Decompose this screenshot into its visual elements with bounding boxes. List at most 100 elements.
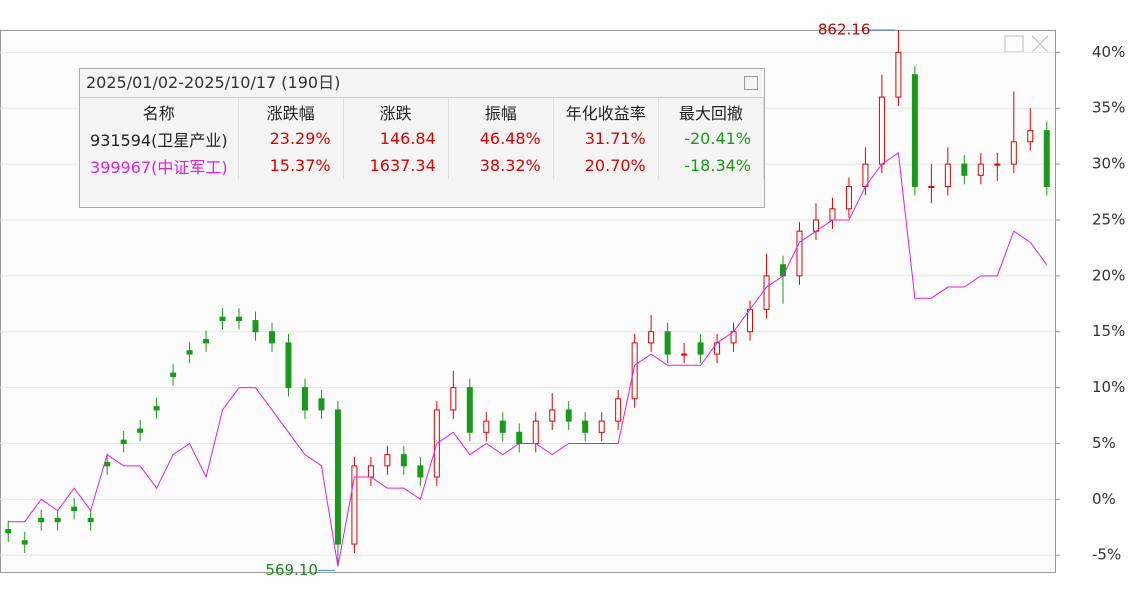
candle-body bbox=[928, 185, 935, 188]
candle-body bbox=[845, 185, 852, 210]
candle-body bbox=[417, 465, 424, 478]
cell: 146.84 bbox=[343, 125, 449, 152]
max-label: 862.16 bbox=[818, 21, 871, 39]
candle-body bbox=[499, 420, 506, 433]
candle-body bbox=[829, 208, 836, 221]
candle-body bbox=[565, 409, 572, 422]
close-icon[interactable] bbox=[1031, 35, 1049, 53]
candle-body bbox=[5, 529, 12, 534]
candle-body bbox=[285, 342, 292, 389]
candle-body bbox=[450, 387, 457, 411]
candle-body bbox=[54, 517, 61, 523]
candle-body bbox=[219, 316, 226, 322]
info-title: 2025/01/02-2025/10/17 (190日) bbox=[80, 69, 764, 98]
candle-body bbox=[87, 517, 94, 523]
candle-body bbox=[615, 398, 622, 422]
cell: 399967(中证军工) bbox=[80, 152, 239, 179]
candle-body bbox=[483, 420, 490, 433]
cell: 31.71% bbox=[553, 125, 659, 152]
candle-body bbox=[961, 163, 968, 176]
candle-body bbox=[104, 461, 111, 467]
y-tick-label: -5% bbox=[1092, 546, 1121, 564]
y-tick-label: 40% bbox=[1092, 43, 1125, 61]
candle-body bbox=[203, 339, 210, 344]
cell: -20.41% bbox=[658, 125, 765, 152]
candle-body bbox=[334, 409, 341, 545]
cell: 38.32% bbox=[448, 152, 554, 179]
compare-line bbox=[8, 152, 1048, 567]
candle-body bbox=[21, 540, 28, 545]
candle-body bbox=[236, 316, 243, 322]
candle-body bbox=[1010, 141, 1017, 165]
y-tick-label: 35% bbox=[1092, 99, 1125, 117]
candle-body bbox=[747, 308, 754, 333]
candle-body bbox=[697, 342, 704, 355]
candle-body bbox=[862, 163, 869, 187]
candle-body bbox=[796, 230, 803, 277]
cell: 涨跌 bbox=[343, 98, 449, 125]
candle-body bbox=[631, 342, 638, 400]
candle-body bbox=[153, 406, 160, 411]
cell: -18.34% bbox=[658, 152, 765, 179]
candle-body bbox=[532, 420, 539, 444]
candle-body bbox=[137, 428, 144, 433]
candle-body bbox=[763, 275, 770, 310]
candle-body bbox=[400, 454, 407, 467]
data-row: 399967(中证军工) 15.37% 1637.34 38.32% 20.70% -18… bbox=[80, 152, 765, 179]
header-row: 名称 涨跌幅 涨跌 振幅 年化收益率 最大回撤 bbox=[80, 98, 765, 125]
cell: 931594(卫星产业) bbox=[80, 125, 239, 152]
candle-body bbox=[170, 372, 177, 377]
candle-body bbox=[664, 331, 671, 355]
y-tick-label: 5% bbox=[1092, 434, 1116, 452]
candle-body bbox=[1043, 130, 1050, 187]
candle-body bbox=[878, 96, 885, 165]
cell: 15.37% bbox=[238, 152, 344, 179]
candle-body bbox=[38, 517, 45, 523]
cell: 名称 bbox=[80, 98, 239, 125]
candle-body bbox=[780, 264, 787, 277]
close-button[interactable] bbox=[744, 76, 758, 90]
title-text: 2025/01/02-2025/10/17 (190日) bbox=[86, 73, 341, 92]
min-label: 569.10 bbox=[265, 561, 318, 579]
y-tick-label: 0% bbox=[1092, 490, 1116, 508]
candle-body bbox=[301, 387, 308, 411]
candle-body bbox=[911, 74, 918, 187]
cell: 最大回撤 bbox=[658, 98, 765, 125]
candle-body bbox=[268, 331, 275, 344]
cell: 46.48% bbox=[448, 125, 554, 152]
cell: 1637.34 bbox=[343, 152, 449, 179]
candle-body bbox=[994, 163, 1001, 166]
candle-body bbox=[648, 331, 655, 344]
candle-body bbox=[1027, 130, 1034, 143]
y-tick-label: 30% bbox=[1092, 155, 1125, 173]
candle-body bbox=[318, 398, 325, 411]
candle-body bbox=[598, 420, 605, 433]
y-tick-label: 10% bbox=[1092, 378, 1125, 396]
y-tick-label: 25% bbox=[1092, 210, 1125, 228]
candle-body bbox=[681, 353, 688, 356]
candle-body bbox=[895, 51, 902, 98]
cell: 23.29% bbox=[238, 125, 344, 152]
candle-body bbox=[944, 163, 951, 187]
candle-body bbox=[466, 387, 473, 433]
candle-body bbox=[71, 506, 78, 512]
candle-body bbox=[549, 409, 556, 422]
y-tick-label: 20% bbox=[1092, 266, 1125, 284]
candle-body bbox=[120, 439, 127, 444]
cell: 20.70% bbox=[553, 152, 659, 179]
cell: 振幅 bbox=[448, 98, 554, 125]
y-tick-label: 15% bbox=[1092, 322, 1125, 340]
candle-body bbox=[516, 431, 523, 444]
cell: 涨跌幅 bbox=[238, 98, 344, 125]
candle-body bbox=[351, 465, 358, 545]
info-box: 2025/01/02-2025/10/17 (190日) 名称 涨跌幅 涨跌 振幅 年化… bbox=[79, 68, 765, 208]
candle-body bbox=[252, 320, 259, 333]
cell: 年化收益率 bbox=[553, 98, 659, 125]
candle-body bbox=[977, 163, 984, 176]
candle-body bbox=[367, 465, 374, 478]
info-table: 名称 涨跌幅 涨跌 振幅 年化收益率 最大回撤 931594(卫星产业) 23.29% 146.… bbox=[80, 98, 765, 179]
candle-body bbox=[582, 420, 589, 433]
data-row: 931594(卫星产业) 23.29% 146.84 46.48% 31.71% -20.… bbox=[80, 125, 765, 152]
candle-body bbox=[186, 350, 193, 355]
